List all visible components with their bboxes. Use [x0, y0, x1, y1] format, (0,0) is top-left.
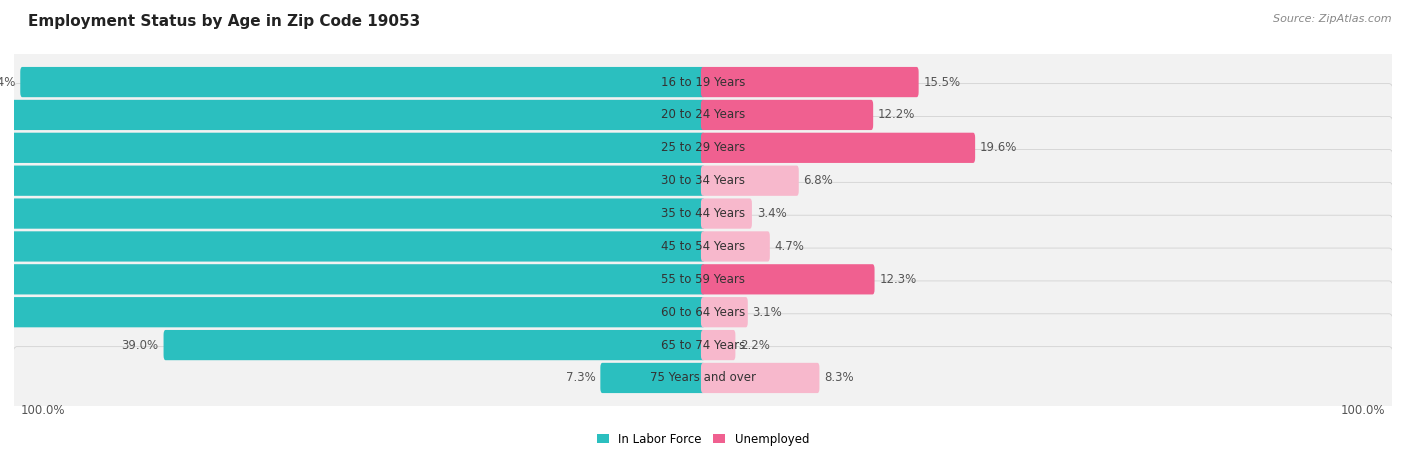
FancyBboxPatch shape — [0, 100, 704, 130]
FancyBboxPatch shape — [0, 231, 704, 262]
Text: 6.8%: 6.8% — [804, 174, 834, 187]
Text: 39.0%: 39.0% — [121, 339, 159, 352]
Text: 20 to 24 Years: 20 to 24 Years — [661, 108, 745, 121]
Text: 3.1%: 3.1% — [752, 306, 782, 319]
Text: 35 to 44 Years: 35 to 44 Years — [661, 207, 745, 220]
Text: 4.7%: 4.7% — [775, 240, 804, 253]
FancyBboxPatch shape — [702, 67, 918, 97]
FancyBboxPatch shape — [13, 248, 1393, 311]
FancyBboxPatch shape — [13, 182, 1393, 245]
Text: 19.6%: 19.6% — [980, 141, 1018, 154]
Legend: In Labor Force, Unemployed: In Labor Force, Unemployed — [598, 433, 808, 446]
Text: 3.4%: 3.4% — [756, 207, 786, 220]
FancyBboxPatch shape — [702, 100, 873, 130]
FancyBboxPatch shape — [13, 281, 1393, 344]
FancyBboxPatch shape — [702, 133, 976, 163]
Text: 8.3%: 8.3% — [824, 372, 853, 384]
FancyBboxPatch shape — [13, 149, 1393, 212]
FancyBboxPatch shape — [0, 166, 704, 196]
FancyBboxPatch shape — [702, 198, 752, 229]
Text: 65 to 74 Years: 65 to 74 Years — [661, 339, 745, 352]
FancyBboxPatch shape — [13, 51, 1393, 113]
Text: 100.0%: 100.0% — [21, 404, 66, 417]
FancyBboxPatch shape — [0, 198, 704, 229]
Text: Employment Status by Age in Zip Code 19053: Employment Status by Age in Zip Code 190… — [28, 14, 420, 28]
Text: 25 to 29 Years: 25 to 29 Years — [661, 141, 745, 154]
Text: 75 Years and over: 75 Years and over — [650, 372, 756, 384]
Text: 12.2%: 12.2% — [877, 108, 915, 121]
FancyBboxPatch shape — [702, 231, 770, 262]
Text: 12.3%: 12.3% — [879, 273, 917, 286]
FancyBboxPatch shape — [13, 215, 1393, 278]
FancyBboxPatch shape — [13, 116, 1393, 179]
FancyBboxPatch shape — [600, 363, 704, 393]
FancyBboxPatch shape — [20, 67, 704, 97]
Text: 7.3%: 7.3% — [565, 372, 596, 384]
Text: 30 to 34 Years: 30 to 34 Years — [661, 174, 745, 187]
FancyBboxPatch shape — [13, 314, 1393, 376]
Text: 15.5%: 15.5% — [924, 76, 960, 88]
Text: 100.0%: 100.0% — [1340, 404, 1385, 417]
FancyBboxPatch shape — [13, 347, 1393, 409]
Text: 49.4%: 49.4% — [0, 76, 15, 88]
FancyBboxPatch shape — [0, 264, 704, 295]
FancyBboxPatch shape — [702, 363, 820, 393]
FancyBboxPatch shape — [0, 297, 704, 327]
FancyBboxPatch shape — [702, 297, 748, 327]
Text: 45 to 54 Years: 45 to 54 Years — [661, 240, 745, 253]
Text: 55 to 59 Years: 55 to 59 Years — [661, 273, 745, 286]
FancyBboxPatch shape — [702, 264, 875, 295]
Text: Source: ZipAtlas.com: Source: ZipAtlas.com — [1274, 14, 1392, 23]
FancyBboxPatch shape — [163, 330, 704, 360]
Text: 2.2%: 2.2% — [740, 339, 770, 352]
FancyBboxPatch shape — [13, 84, 1393, 146]
Text: 60 to 64 Years: 60 to 64 Years — [661, 306, 745, 319]
FancyBboxPatch shape — [0, 133, 704, 163]
FancyBboxPatch shape — [702, 166, 799, 196]
Text: 16 to 19 Years: 16 to 19 Years — [661, 76, 745, 88]
FancyBboxPatch shape — [702, 330, 735, 360]
